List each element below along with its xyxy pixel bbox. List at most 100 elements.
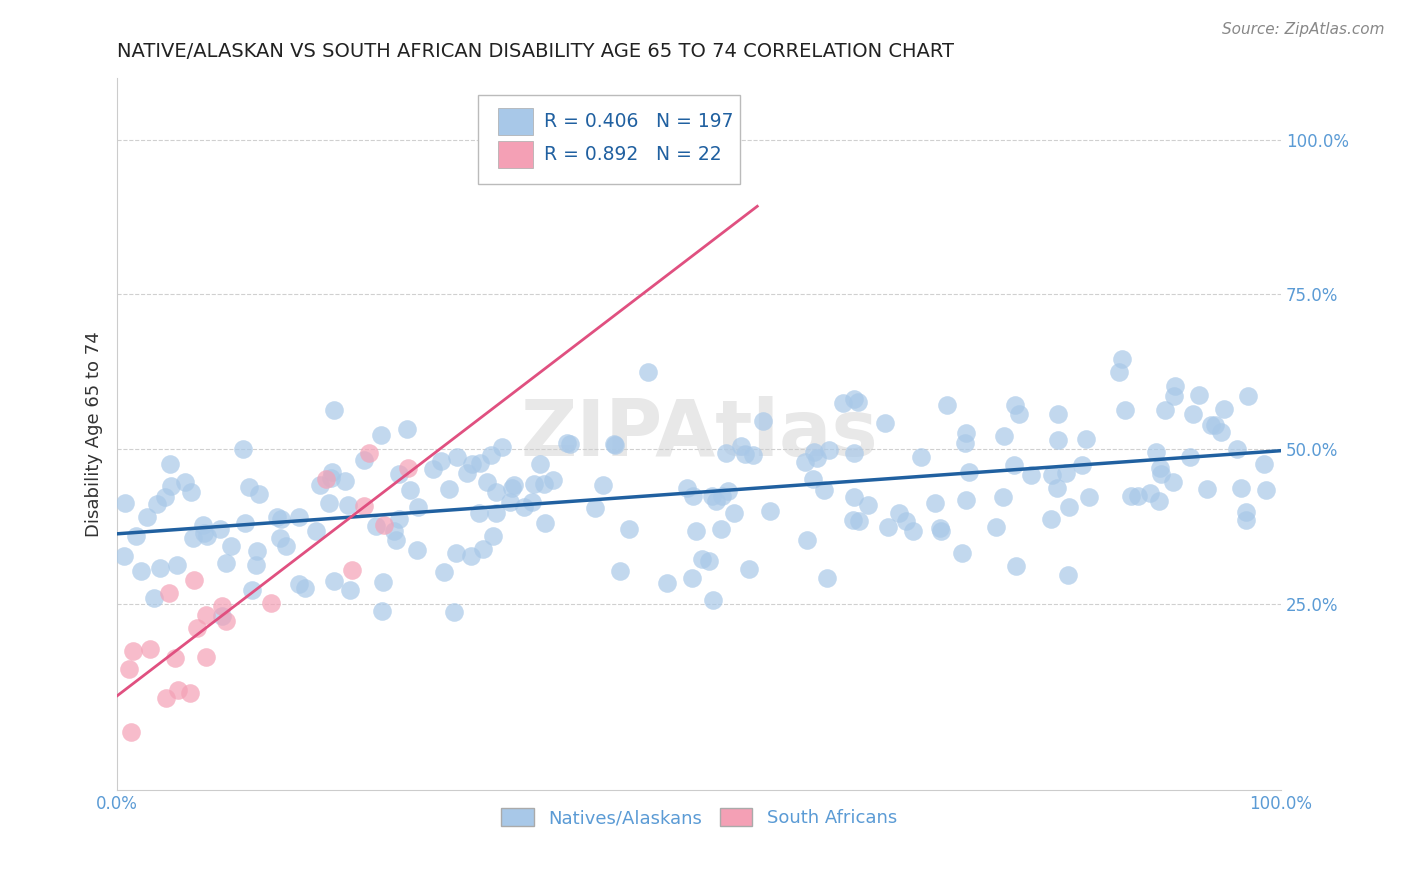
- Point: [396, 421, 419, 435]
- Point: [1163, 475, 1185, 489]
- Point: [1070, 458, 1092, 472]
- Point: [813, 483, 835, 498]
- Point: [385, 533, 408, 548]
- Point: [491, 440, 513, 454]
- Point: [1164, 378, 1187, 392]
- Text: R = 0.406: R = 0.406: [544, 112, 638, 130]
- Point: [730, 439, 752, 453]
- Point: [734, 447, 756, 461]
- Point: [1074, 432, 1097, 446]
- Point: [1121, 489, 1143, 503]
- Point: [637, 365, 659, 379]
- Point: [793, 454, 815, 468]
- Point: [269, 531, 291, 545]
- Point: [406, 543, 429, 558]
- Point: [266, 510, 288, 524]
- Point: [120, 725, 142, 739]
- Text: R = 0.892: R = 0.892: [544, 145, 638, 164]
- Point: [690, 552, 713, 566]
- Point: [655, 575, 678, 590]
- Point: [803, 445, 825, 459]
- Point: [848, 514, 870, 528]
- Point: [1046, 434, 1069, 448]
- Point: [245, 558, 267, 573]
- Point: [373, 517, 395, 532]
- Point: [112, 549, 135, 564]
- Point: [675, 482, 697, 496]
- Point: [160, 479, 183, 493]
- Point: [247, 487, 270, 501]
- Point: [503, 478, 526, 492]
- Point: [711, 489, 734, 503]
- Point: [373, 575, 395, 590]
- Point: [315, 472, 337, 486]
- Point: [609, 564, 631, 578]
- Point: [592, 478, 614, 492]
- Text: N = 22: N = 22: [657, 145, 721, 164]
- Point: [287, 577, 309, 591]
- Point: [1197, 483, 1219, 497]
- Point: [1054, 467, 1077, 481]
- Point: [193, 526, 215, 541]
- Point: [889, 506, 911, 520]
- Legend: Natives/Alaskans, South Africans: Natives/Alaskans, South Africans: [494, 800, 904, 834]
- Point: [1226, 442, 1249, 456]
- Point: [1057, 568, 1080, 582]
- Point: [309, 478, 332, 492]
- Point: [340, 564, 363, 578]
- Point: [818, 442, 841, 457]
- Point: [323, 403, 346, 417]
- Point: [456, 466, 478, 480]
- Point: [928, 521, 950, 535]
- Point: [806, 450, 828, 465]
- Point: [1188, 387, 1211, 401]
- Point: [1149, 461, 1171, 475]
- Point: [319, 471, 342, 485]
- Point: [430, 453, 453, 467]
- Point: [125, 529, 148, 543]
- Point: [929, 524, 952, 538]
- Point: [815, 571, 838, 585]
- Point: [1005, 559, 1028, 574]
- Point: [681, 571, 703, 585]
- Text: ZIPAtlas: ZIPAtlas: [520, 396, 877, 472]
- Point: [844, 490, 866, 504]
- Point: [179, 686, 201, 700]
- Point: [1211, 425, 1233, 439]
- Point: [214, 556, 236, 570]
- Point: [382, 524, 405, 538]
- Point: [146, 497, 169, 511]
- Point: [482, 528, 505, 542]
- Point: [1046, 407, 1069, 421]
- Point: [924, 495, 946, 509]
- Point: [485, 506, 508, 520]
- Point: [246, 544, 269, 558]
- Point: [957, 466, 980, 480]
- Point: [1154, 403, 1177, 417]
- Point: [142, 591, 165, 606]
- Point: [138, 642, 160, 657]
- Point: [165, 651, 187, 665]
- Point: [157, 585, 180, 599]
- Point: [529, 458, 551, 472]
- Point: [877, 520, 900, 534]
- Point: [953, 435, 976, 450]
- Point: [468, 507, 491, 521]
- Point: [159, 458, 181, 472]
- Point: [1150, 467, 1173, 481]
- Point: [1139, 486, 1161, 500]
- Point: [153, 490, 176, 504]
- Point: [479, 449, 502, 463]
- Point: [173, 475, 195, 489]
- Point: [894, 514, 917, 528]
- Point: [211, 609, 233, 624]
- Point: [323, 574, 346, 588]
- Point: [512, 500, 534, 514]
- Point: [1019, 467, 1042, 482]
- Point: [1114, 402, 1136, 417]
- Point: [183, 573, 205, 587]
- Text: N = 197: N = 197: [657, 112, 734, 130]
- Point: [555, 436, 578, 450]
- Point: [193, 518, 215, 533]
- Point: [232, 442, 254, 457]
